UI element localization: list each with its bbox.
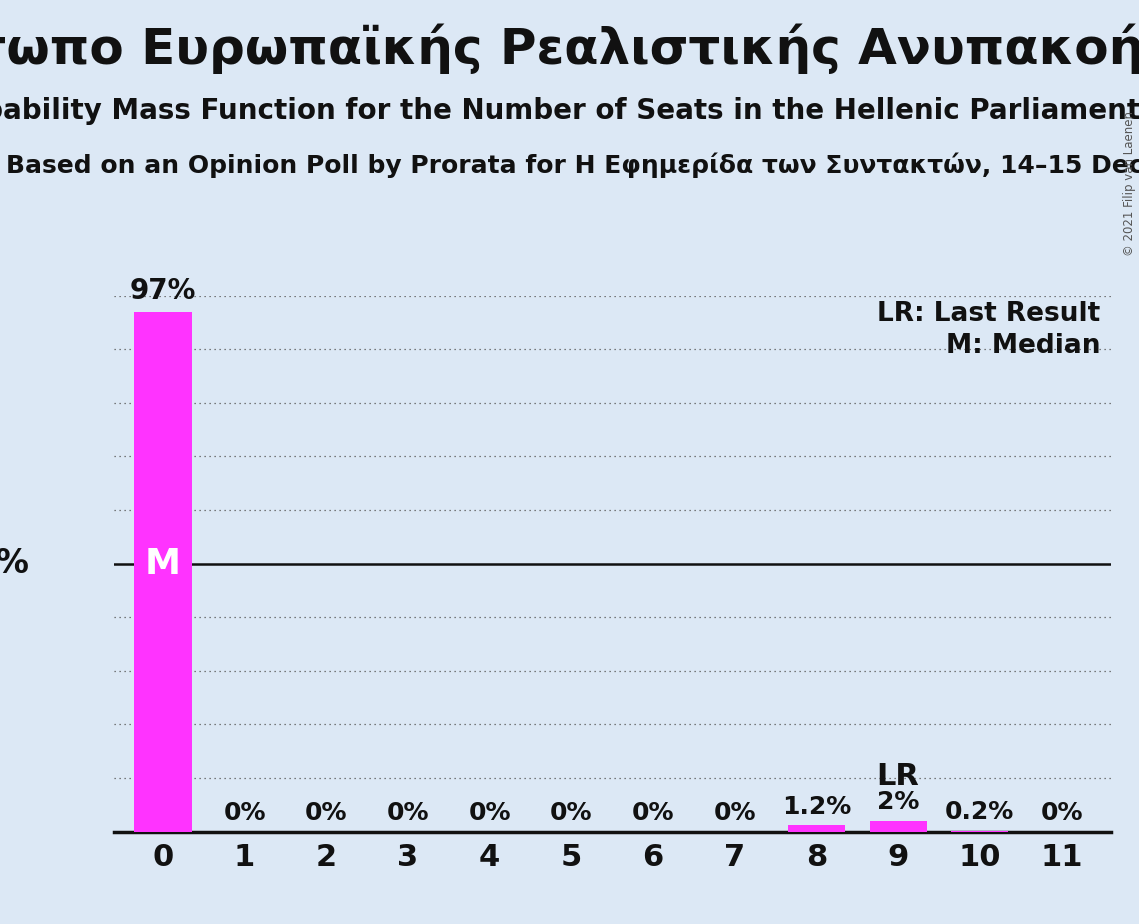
Text: M: M (145, 547, 181, 580)
Text: 0.2%: 0.2% (945, 800, 1015, 824)
Text: Μέτωπο Ευρωπαϊκής Ρεαλιστικής Ανυπακοής: Μέτωπο Ευρωπαϊκής Ρεαλιστικής Ανυπακοής (0, 23, 1139, 74)
Text: 0%: 0% (468, 801, 511, 825)
Text: 0%: 0% (550, 801, 592, 825)
Text: 0%: 0% (387, 801, 429, 825)
Text: 0%: 0% (713, 801, 756, 825)
Text: LR: LR (877, 762, 919, 791)
Text: 1.2%: 1.2% (781, 795, 851, 819)
Text: Probability Mass Function for the Number of Seats in the Hellenic Parliament: Probability Mass Function for the Number… (0, 97, 1139, 125)
Text: 97%: 97% (130, 277, 196, 305)
Text: 50%: 50% (0, 547, 30, 580)
Text: M: Median: M: Median (947, 334, 1100, 359)
Bar (134, 311, 191, 832)
Text: 0%: 0% (632, 801, 674, 825)
Text: LR: Last Result: LR: Last Result (877, 301, 1100, 327)
Text: 0%: 0% (1040, 801, 1083, 825)
Text: Based on an Opinion Poll by Prorata for Η Εφημερίδα των Συντακτών, 14–15 Decembe: Based on an Opinion Poll by Prorata for … (6, 152, 1139, 178)
Text: 0%: 0% (305, 801, 347, 825)
Text: 2%: 2% (877, 790, 919, 814)
Bar (951, 831, 1008, 832)
Bar (869, 821, 927, 832)
Text: © 2021 Filip van Laenen: © 2021 Filip van Laenen (1123, 111, 1137, 256)
Bar (788, 825, 845, 832)
Text: 0%: 0% (223, 801, 265, 825)
